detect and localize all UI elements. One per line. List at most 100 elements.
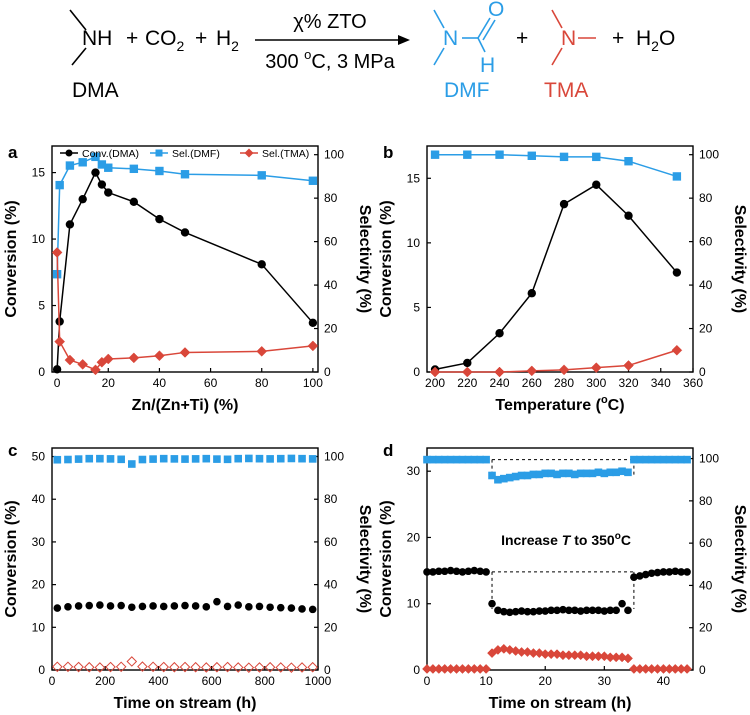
data-point <box>159 602 168 611</box>
y-tick-label: 0 <box>413 365 420 379</box>
data-point <box>256 346 268 357</box>
annotation-middle: to 350 <box>570 532 615 548</box>
data-point <box>565 469 573 478</box>
data-point <box>254 662 265 673</box>
data-point <box>636 455 644 464</box>
water-tail: O <box>659 27 675 50</box>
data-point <box>191 602 200 610</box>
data-point <box>505 473 514 482</box>
data-point <box>264 661 276 673</box>
data-point <box>671 455 680 464</box>
y2-tick-label: 100 <box>699 452 719 466</box>
data-point <box>287 604 296 612</box>
data-point <box>541 469 550 478</box>
data-point <box>435 567 443 576</box>
data-point <box>559 605 567 614</box>
series-sel-dmf <box>430 150 682 181</box>
data-point <box>53 604 62 612</box>
data-point <box>257 260 266 269</box>
y2-tick-label: 40 <box>699 278 713 292</box>
reaction-arrow <box>255 35 410 45</box>
data-point <box>429 366 441 378</box>
data-point <box>128 460 136 468</box>
conditions-text: 300 <box>265 51 304 73</box>
plus-3: + <box>516 27 528 50</box>
y2-tick-label: 40 <box>324 278 338 292</box>
water-formula: H2O <box>636 27 675 54</box>
plot-frame <box>51 145 319 373</box>
y2-axis-label: Selectivity (%) <box>356 505 373 613</box>
dmf-h-label: H <box>480 54 495 77</box>
y2-tick-label: 80 <box>324 492 338 506</box>
legend-label: Conv.(DMA) <box>82 148 139 160</box>
co2-text: CO <box>145 27 177 50</box>
data-point <box>223 602 232 611</box>
data-point <box>138 455 147 464</box>
data-point <box>526 365 538 377</box>
y2-tick-label: 20 <box>324 322 338 336</box>
co2-formula: CO2 <box>145 27 185 54</box>
data-point <box>470 566 479 575</box>
data-point <box>65 161 75 170</box>
data-point <box>429 568 437 576</box>
data-point <box>308 176 318 185</box>
data-point <box>553 470 561 479</box>
data-point <box>64 455 72 464</box>
data-point <box>179 347 191 358</box>
annotation-label: Increase T to 350oC <box>501 531 631 548</box>
x-axis-label-text: Zn/(Zn+Ti) (%) <box>132 397 239 414</box>
y-tick-label: 10 <box>407 236 421 250</box>
series-sel-dmf <box>53 454 317 468</box>
data-point <box>74 455 83 463</box>
x-tick-label: 20 <box>102 376 116 390</box>
data-point <box>154 350 165 362</box>
data-point <box>482 455 490 464</box>
conditions-tail: C, 3 MPa <box>311 51 395 73</box>
conditions-degree: o <box>304 47 311 62</box>
data-point <box>106 602 115 610</box>
data-point <box>636 572 644 580</box>
chart-panel-c: c0 200 400 600 800 10000102030405002040608010… <box>3 441 373 712</box>
data-point <box>576 469 585 478</box>
data-point <box>128 352 140 364</box>
data-point <box>612 606 620 615</box>
y-axis-label: Conversion (%) <box>378 500 395 617</box>
data-point <box>590 362 602 374</box>
data-point <box>630 455 638 464</box>
x-tick-label: 340 <box>651 376 671 390</box>
data-point <box>287 454 296 463</box>
data-point <box>606 468 615 477</box>
data-point <box>452 567 461 576</box>
dma-nh-label: NH <box>82 27 112 50</box>
x-tick-label: 200 <box>95 674 115 688</box>
y-tick-label: 0 <box>38 663 45 677</box>
data-point <box>430 150 440 159</box>
data-point <box>618 599 626 608</box>
data-point <box>91 168 100 177</box>
tma-n-label: N <box>561 27 576 50</box>
data-point <box>308 318 318 328</box>
data-point <box>653 568 662 577</box>
data-point <box>191 455 200 463</box>
chart-legend: Conv.(DMA) Sel.(DMF) Sel.(TMA) <box>60 148 309 160</box>
x-tick-label: 1000 <box>305 674 332 688</box>
y2-tick-label: 100 <box>324 450 344 464</box>
data-point <box>570 606 579 615</box>
data-point <box>500 607 508 616</box>
data-point <box>452 455 461 464</box>
data-point <box>213 597 221 606</box>
data-point <box>523 607 532 616</box>
data-point <box>677 455 685 464</box>
series-sel-tma <box>429 344 683 378</box>
data-point <box>245 454 253 463</box>
plus-2: + <box>195 27 207 50</box>
data-point <box>527 289 536 298</box>
data-point <box>529 470 538 479</box>
plot-frame <box>51 447 319 671</box>
data-point <box>488 599 496 608</box>
x-tick-label: 30 <box>598 674 612 688</box>
data-point <box>541 607 550 615</box>
x-tick-label: 200 <box>425 376 445 390</box>
series-sel-dmf <box>423 455 691 484</box>
x-tick-label: 40 <box>657 674 671 688</box>
